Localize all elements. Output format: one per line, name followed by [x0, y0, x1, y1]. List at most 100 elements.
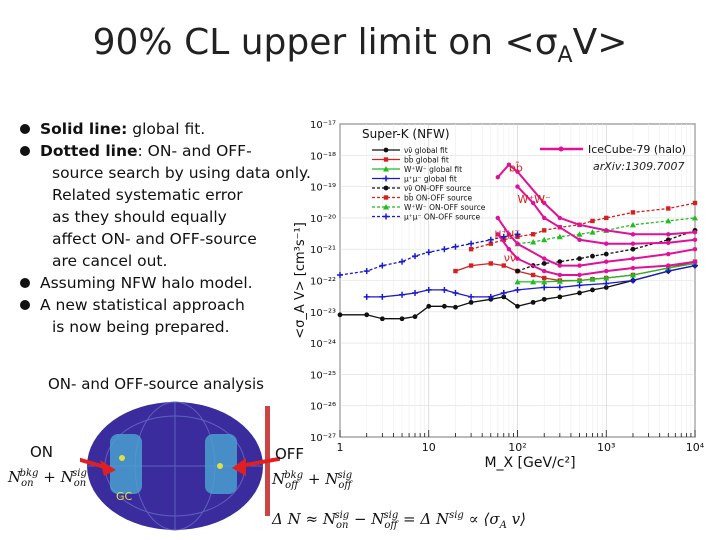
y-tick-label: 10⁻¹⁷ [310, 120, 336, 131]
legend-label: W⁺W⁻ global fit [404, 165, 462, 174]
data-point-6 [576, 231, 583, 237]
on-region [110, 434, 142, 494]
bullet-continuation: is now being prepared. [52, 318, 230, 336]
data-point-0 [426, 303, 432, 309]
data-point-4 [590, 253, 595, 259]
data-point-8 [557, 215, 563, 221]
data-point-10 [557, 263, 563, 268]
bullet-text: Assuming NFW halo model. [40, 274, 253, 292]
y-tick-label: 10⁻²⁶ [310, 402, 336, 413]
y-tick-label: 10⁻²¹ [310, 245, 336, 256]
data-point-9 [530, 200, 536, 206]
data-point-5 [488, 241, 493, 246]
data-point-9 [666, 240, 671, 246]
data-point-8 [515, 169, 520, 174]
data-point-11 [692, 259, 698, 264]
formula-on: Nonbkg + Nonsig [8, 468, 87, 489]
data-point-4 [577, 256, 582, 262]
y-tick-label: 10⁻²⁷ [310, 433, 336, 444]
data-point-10 [506, 232, 512, 237]
data-point-8 [577, 222, 582, 228]
data-point-0 [468, 299, 474, 305]
data-point-10 [666, 251, 671, 257]
sky-map-image: GC [80, 401, 280, 531]
data-point-6 [530, 238, 537, 245]
data-point-1 [501, 263, 506, 268]
data-point-10 [630, 256, 636, 261]
limit-chart: 10⁻¹⁷ 10⁻¹⁸ 10⁻¹⁹ 10⁻²⁰ 10⁻²¹ 10⁻²² 10⁻²³ 10⁻²⁴… [293, 120, 705, 471]
y-tick-label: 10⁻²² [310, 277, 336, 288]
data-point-4 [541, 261, 547, 266]
bullet-text: : ON- and OFF- [137, 142, 252, 160]
on-label: ON [30, 443, 54, 461]
series-line-6 [517, 217, 696, 245]
data-point-9 [542, 215, 547, 221]
data-point-5 [630, 210, 636, 215]
data-point-0 [399, 316, 405, 322]
gc-label: GC [116, 490, 133, 503]
bullet-item: A new statistical approach [18, 294, 318, 316]
legend-marker [383, 147, 389, 153]
data-point-1 [530, 272, 536, 278]
data-point-10 [692, 247, 698, 252]
bullet-bold: Dotted line [40, 142, 138, 160]
legend-label: bb̄ global fit [404, 155, 449, 164]
formula-off: Noffbkg + Noffsig [272, 470, 353, 491]
data-point-0 [603, 285, 609, 290]
bullet-dot [20, 300, 30, 310]
legend-marker [383, 157, 389, 162]
channel-label: W⁺W⁻ [518, 193, 552, 206]
x-axis-label: M_X [GeV/c²] [484, 455, 575, 471]
data-point-9 [577, 237, 582, 242]
data-point-5 [692, 200, 698, 206]
data-point-0 [577, 290, 582, 296]
data-point-0 [412, 314, 418, 320]
legend-label: μ⁺μ⁻ ON-OFF source [404, 213, 480, 222]
data-point-10 [577, 263, 582, 268]
on-arrow [80, 457, 109, 470]
bullet-dot [20, 124, 30, 134]
x-tick-label: 10² [508, 441, 526, 454]
data-point-2 [629, 271, 636, 278]
bullet-continuation: source search by using data only. [52, 164, 311, 182]
data-point-0 [501, 294, 507, 300]
data-point-2 [556, 278, 563, 284]
channel-label: bb̄ [509, 162, 523, 175]
data-point-9 [515, 184, 520, 189]
data-point-2 [541, 278, 548, 285]
y-tick-label: 10⁻¹⁹ [310, 183, 336, 194]
series-line-8 [497, 163, 696, 236]
data-point-2 [589, 276, 596, 282]
icecube-legend-label: IceCube-79 (halo) [588, 143, 686, 156]
series-line-10 [496, 217, 696, 267]
data-point-10 [515, 241, 520, 246]
bullet-dot [20, 146, 30, 156]
data-point-8 [542, 200, 547, 206]
bullet-text: A new statistical approach [40, 296, 245, 314]
data-point-11 [666, 263, 671, 268]
bullet-text: global fit. [127, 120, 206, 138]
legend-label: W⁺W⁻ ON-OFF source [404, 203, 486, 212]
bullet-dot [20, 278, 30, 288]
formula-delta: Δ N ≈ Nonsig − Noffsig = Δ Nsig ∝ ⟨σA v⟩ [272, 510, 526, 531]
y-axis-label: <σ_A V> [cm³s⁻¹] [293, 222, 308, 339]
legend-marker [383, 204, 389, 210]
data-point-5 [542, 228, 547, 233]
data-point-5 [604, 215, 609, 221]
analysis-label: ON- and OFF-source analysis [48, 375, 264, 393]
y-tick-label: 10⁻²³ [310, 308, 336, 319]
icecube-legend-marker [558, 146, 564, 152]
off-arrow [239, 456, 280, 468]
data-point-0 [453, 304, 458, 310]
data-point-10 [604, 259, 609, 264]
bullet-item: Assuming NFW halo model. [18, 272, 318, 294]
data-point-6 [629, 221, 636, 228]
series-line-11 [496, 233, 696, 276]
bullet-item: Solid line: global fit. [18, 118, 318, 140]
data-point-11 [515, 256, 520, 261]
bullet-continuation: are cancel out. [52, 252, 168, 270]
data-point-8 [692, 229, 698, 235]
data-point-9 [692, 237, 698, 242]
data-point-8 [506, 162, 512, 167]
data-point-11 [630, 265, 636, 271]
